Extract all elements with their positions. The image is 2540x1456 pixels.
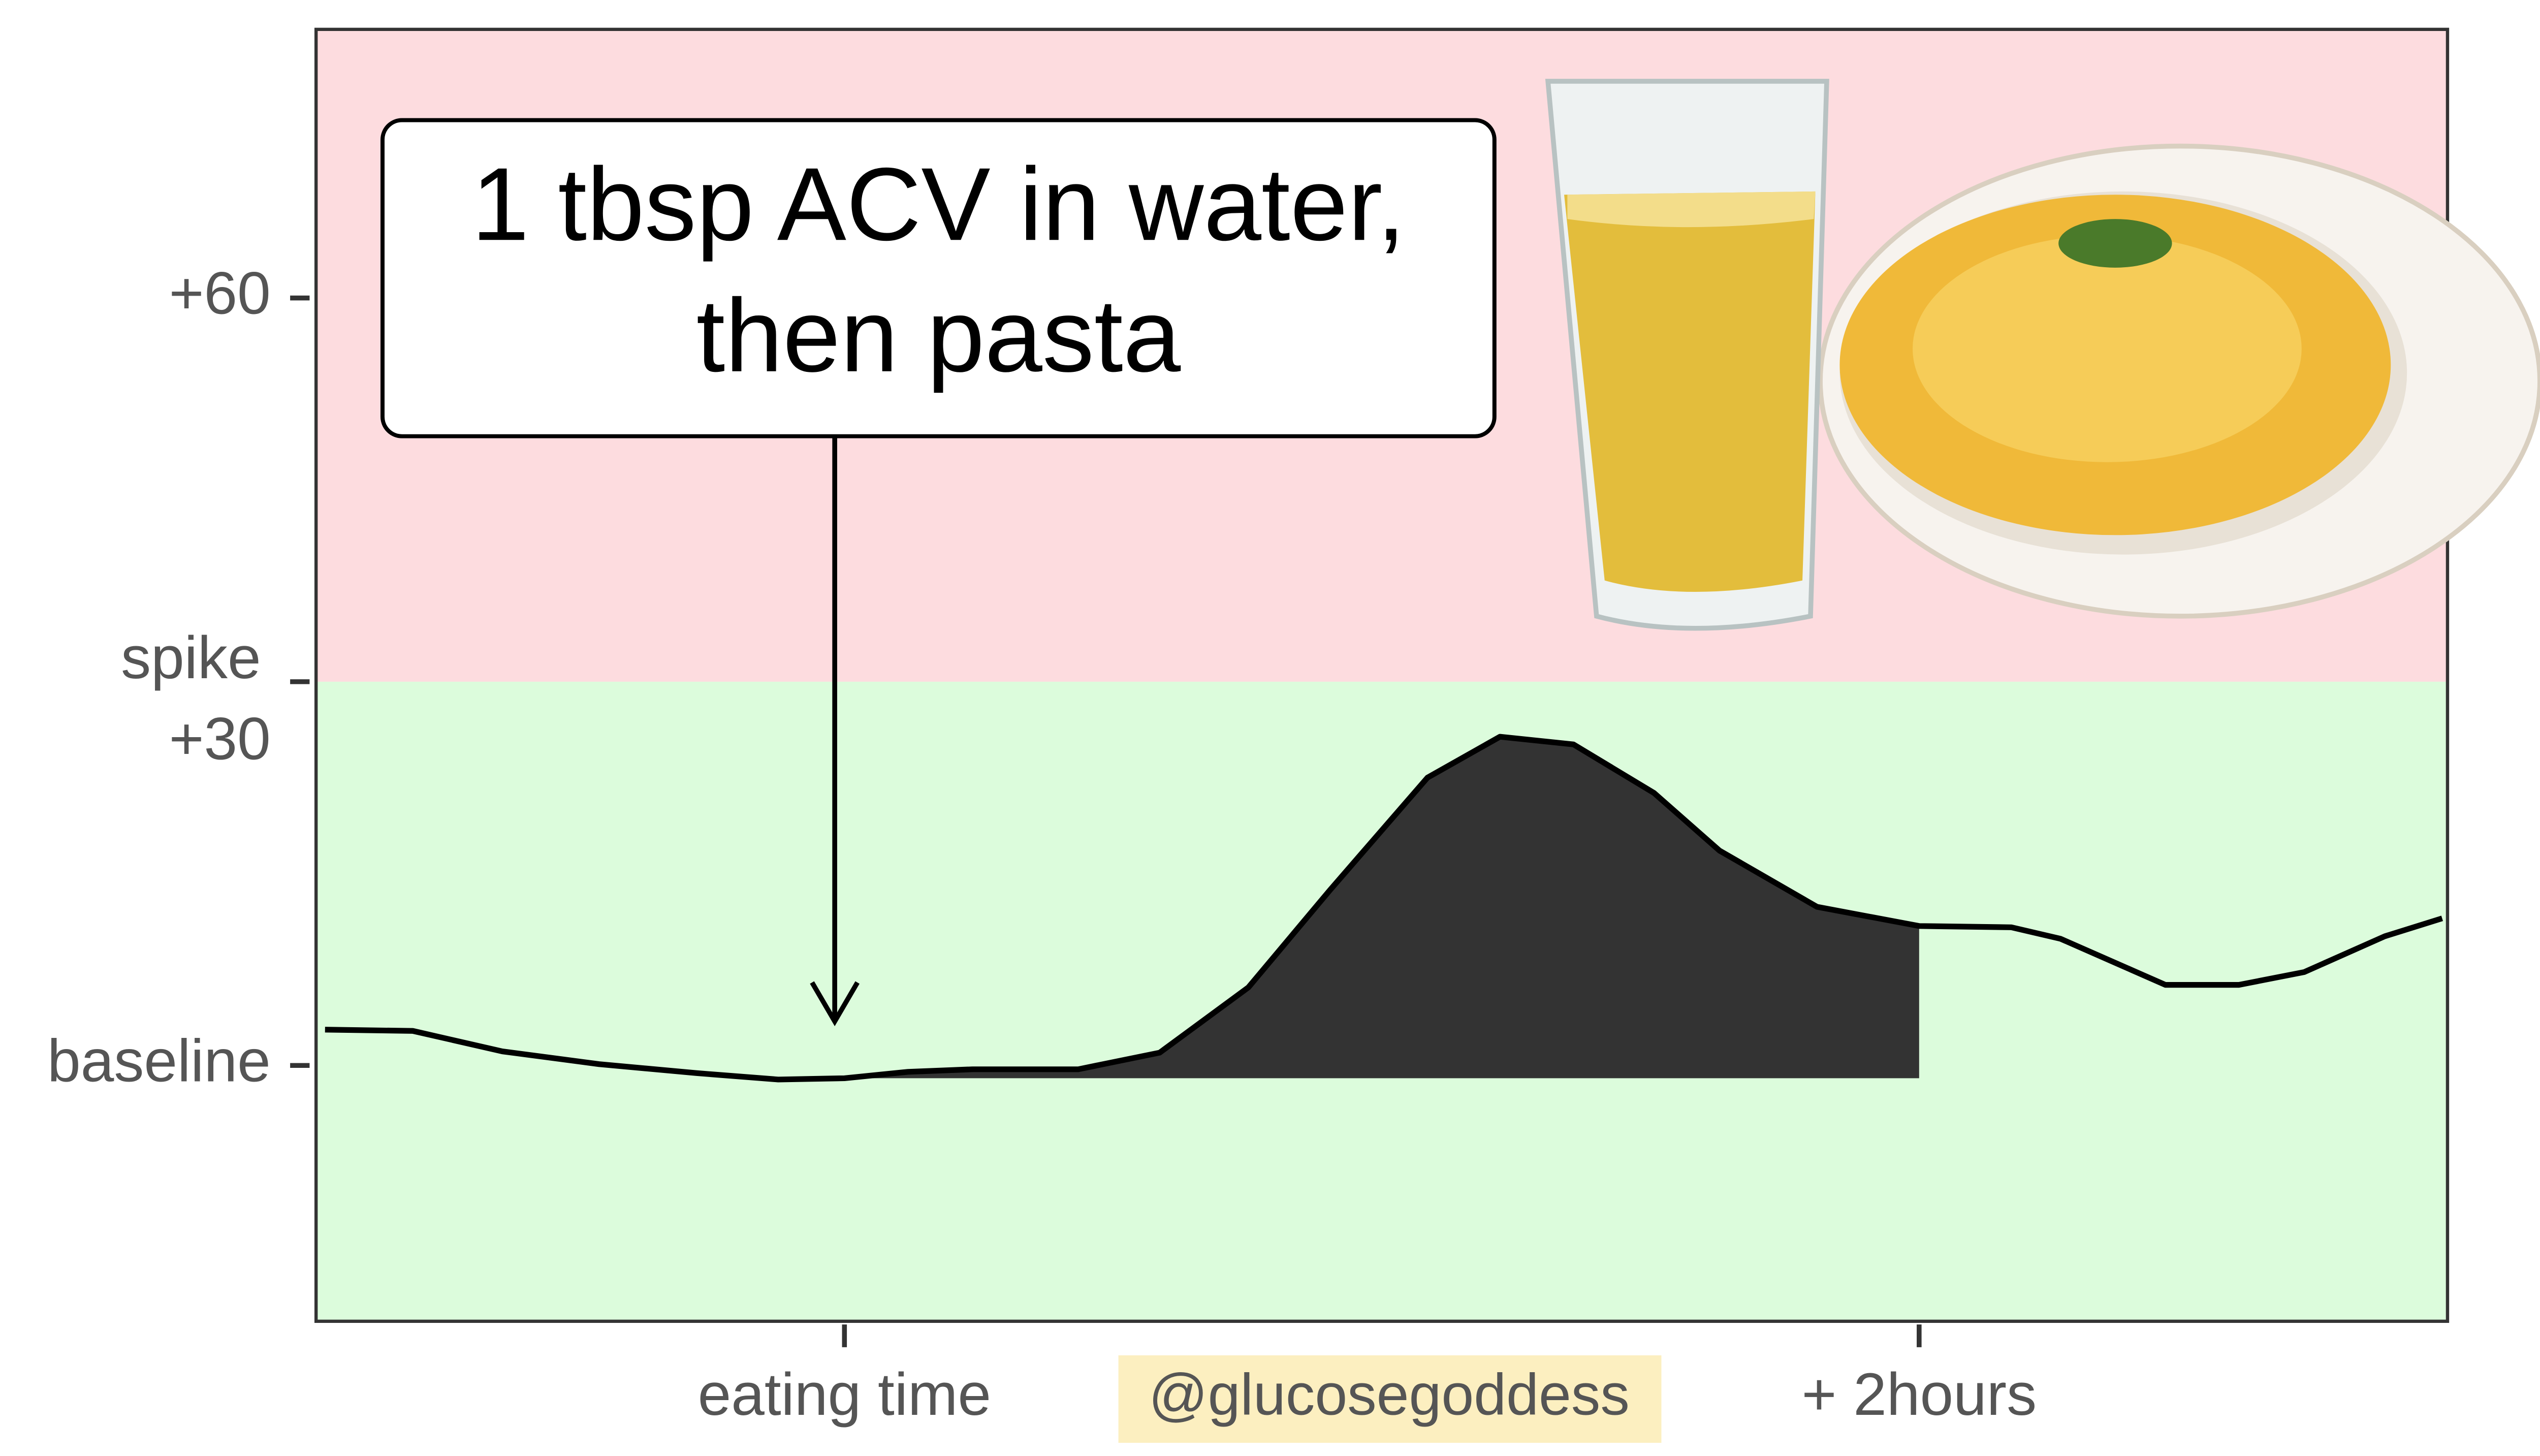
threshold-label: spike: [121, 624, 261, 691]
x-tick-label: eating time: [698, 1361, 991, 1428]
y-tick-label: +30: [169, 705, 271, 772]
glass-image: [1545, 79, 1829, 631]
watermark: @glucosegoddess: [1149, 1362, 1630, 1427]
x-tick-label: + 2hours: [1801, 1361, 2037, 1428]
line: [325, 734, 2443, 1083]
plot: baseline +30 spike +60 eating time + 2hours: [47, 260, 2443, 1428]
annotation-arrowhead: [810, 981, 860, 1027]
annotation-line: then pasta: [696, 278, 1181, 394]
plot-frame: [314, 27, 2450, 1323]
annotation-line: 1 tbsp ACV in water,: [471, 146, 1406, 262]
area: [844, 737, 1919, 1079]
annotation: 1 tbsp ACV in water, then pasta: [380, 118, 1497, 438]
pasta-image: [1818, 143, 2540, 619]
watermark-bg: [1118, 1355, 1662, 1443]
y-tick-label: +60: [169, 260, 271, 327]
y-tick-label: baseline: [47, 1027, 271, 1094]
annotation-box: [380, 118, 1497, 438]
